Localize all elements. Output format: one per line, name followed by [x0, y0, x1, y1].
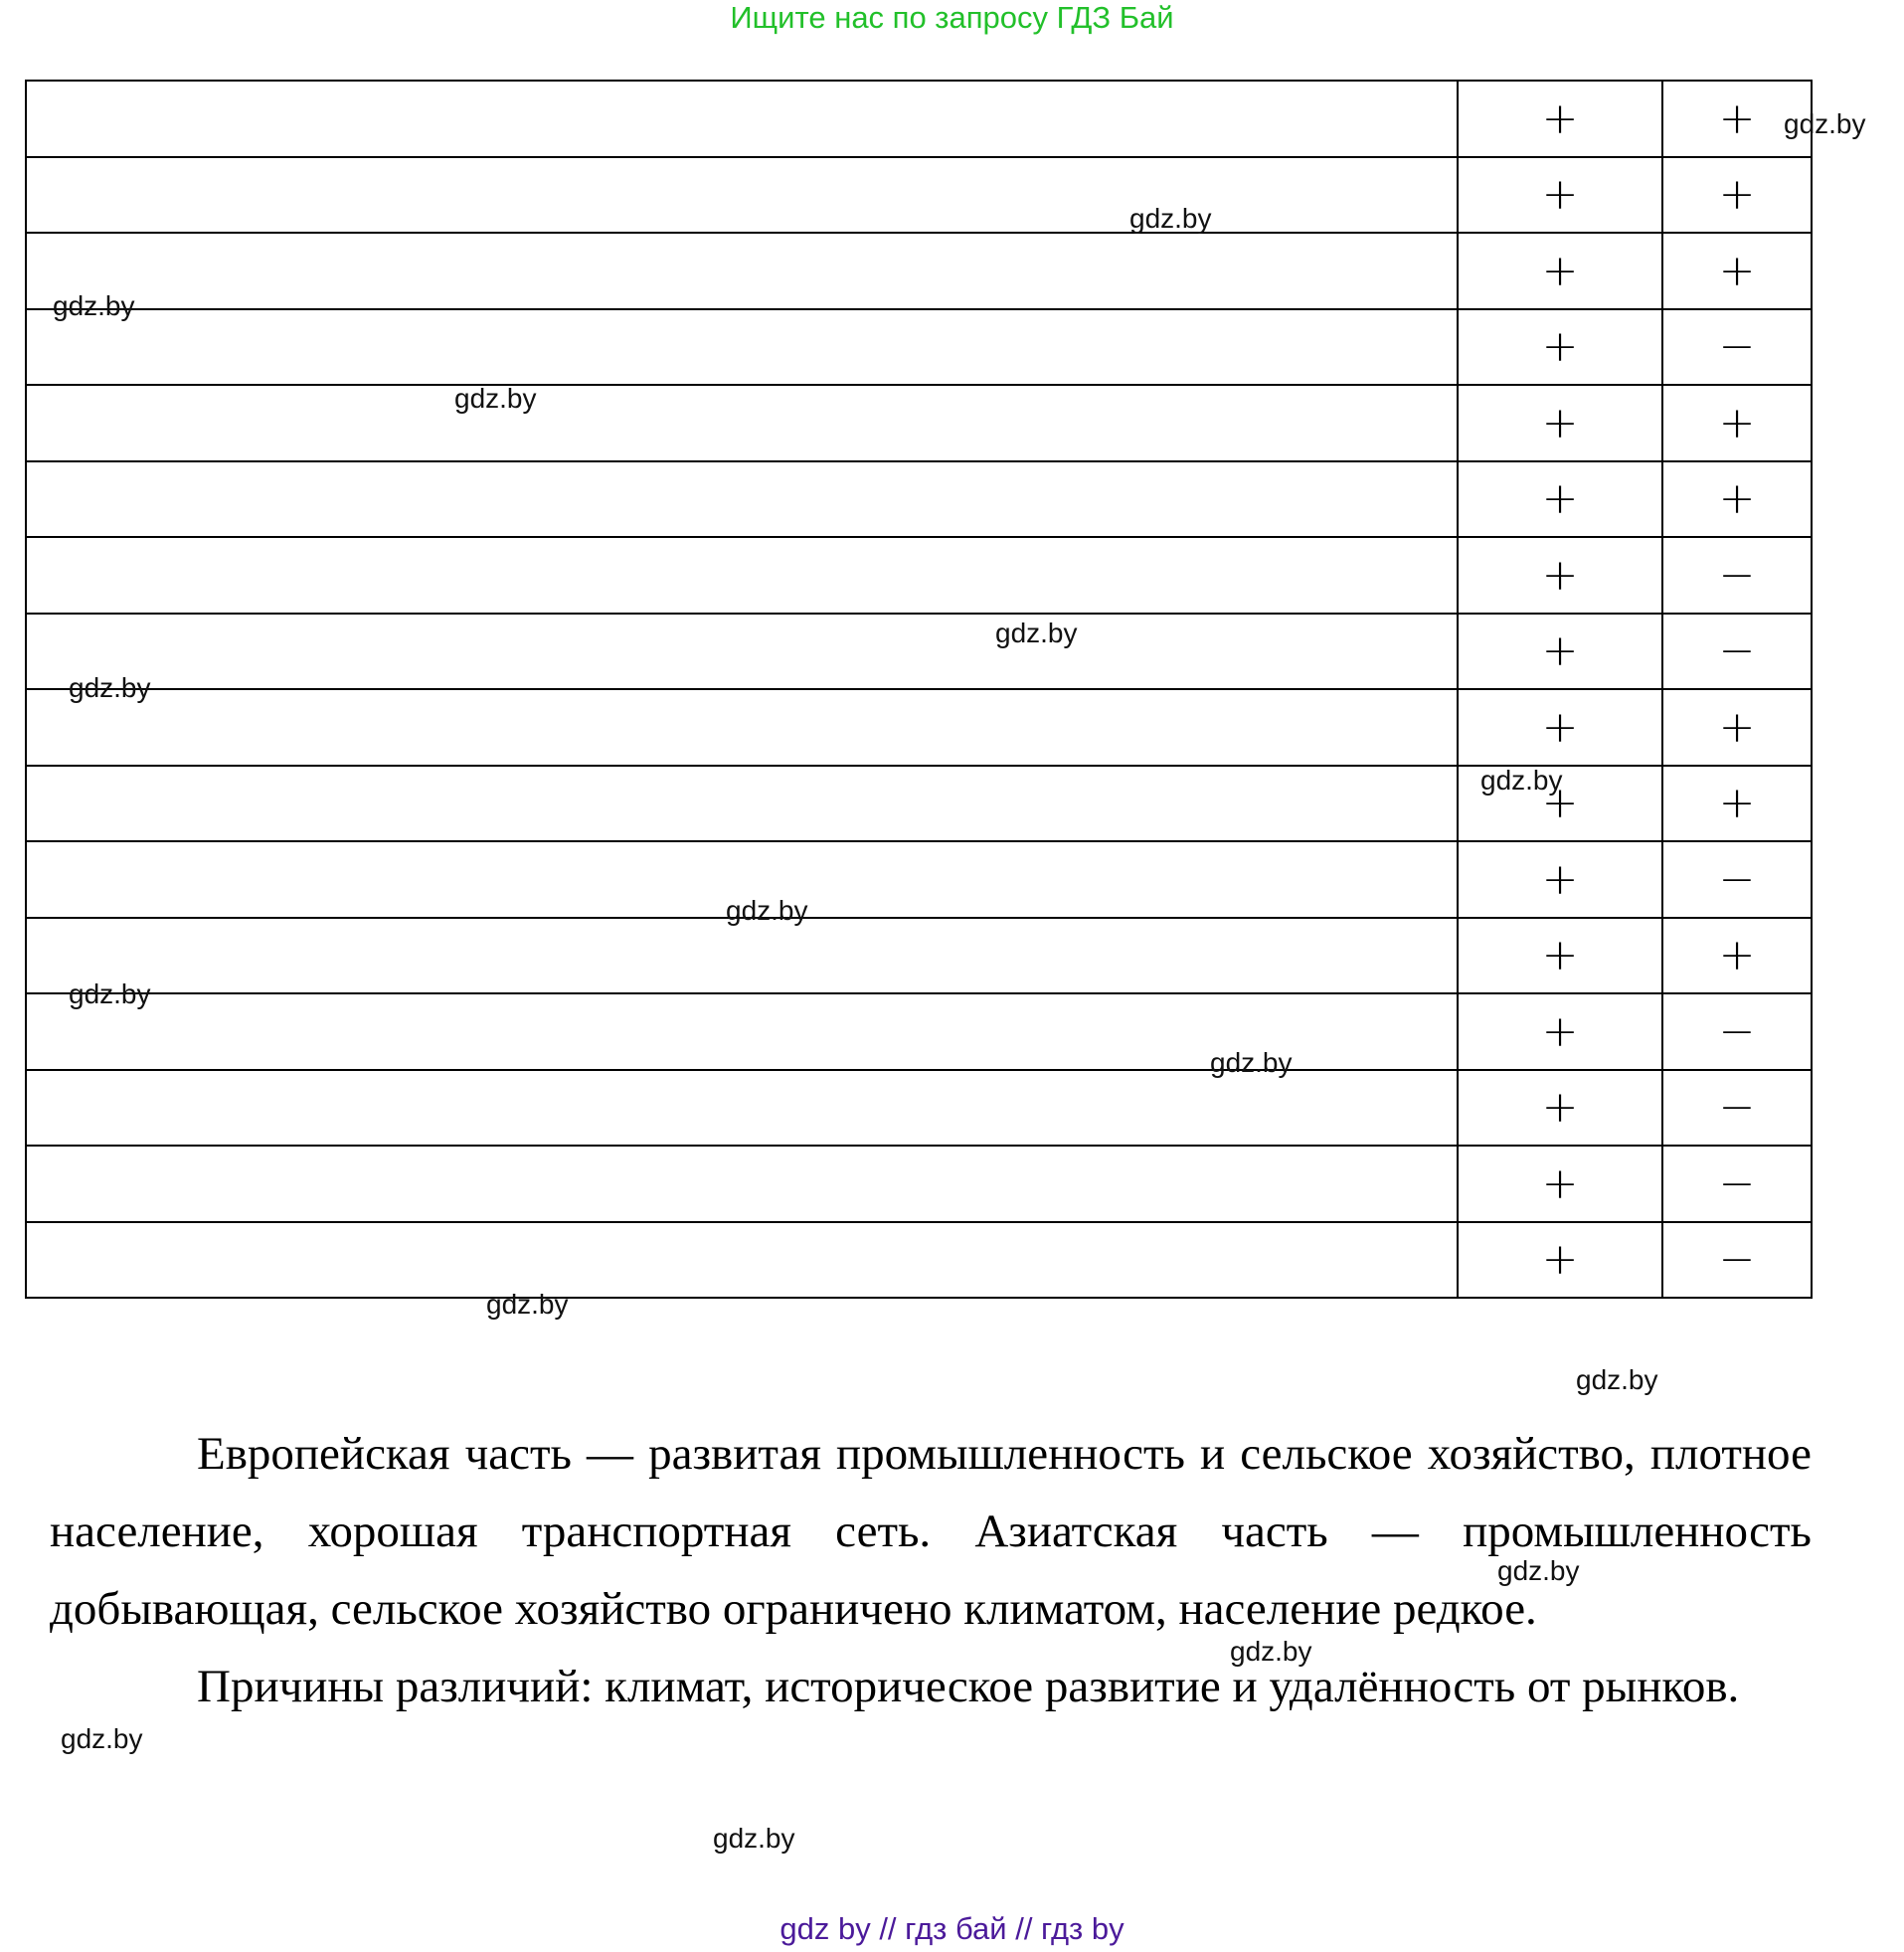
- table-cell: [25, 1145, 1459, 1223]
- watermark: gdz.by: [1497, 1555, 1580, 1586]
- table-cell: [25, 612, 1459, 690]
- mark-cell: +: [1457, 80, 1663, 158]
- watermark: gdz.by: [69, 672, 151, 703]
- mark-cell: +: [1661, 155, 1813, 234]
- mark-cell: +: [1457, 916, 1663, 994]
- table-cell: [25, 916, 1459, 994]
- mark-cell: +: [1661, 384, 1813, 462]
- table-cell: [25, 536, 1459, 615]
- mark-cell: −: [1661, 307, 1813, 386]
- mark-cell: +: [1457, 536, 1663, 615]
- table-cell: [25, 459, 1459, 538]
- table-cell: [25, 155, 1459, 234]
- table-row: + −: [25, 1068, 1813, 1147]
- table-row: + +: [25, 764, 1813, 842]
- mark-cell: −: [1661, 1068, 1813, 1147]
- table-row: + +: [25, 688, 1813, 767]
- mark-cell: +: [1457, 612, 1663, 690]
- table-row: + −: [25, 1145, 1813, 1223]
- search-banner: Ищите нас по запросу ГДЗ Бай: [730, 0, 1174, 35]
- table-row: + +: [25, 384, 1813, 462]
- mark-cell: +: [1661, 688, 1813, 767]
- mark-cell: +: [1457, 1220, 1663, 1299]
- table-row: + +: [25, 80, 1813, 158]
- paragraph: Причины различий: климат, историческое р…: [197, 1661, 1740, 1712]
- mark-cell: +: [1457, 155, 1663, 234]
- watermark: gdz.by: [69, 978, 151, 1009]
- mark-cell: +: [1457, 688, 1663, 767]
- watermark: gdz.by: [1210, 1047, 1293, 1078]
- table-cell: [25, 764, 1459, 842]
- table-cell: [25, 232, 1459, 310]
- mark-cell: +: [1457, 764, 1663, 842]
- mark-cell: +: [1661, 232, 1813, 310]
- watermark: gdz.by: [1129, 203, 1212, 234]
- mark-cell: +: [1457, 840, 1663, 919]
- table-row: + +: [25, 232, 1813, 310]
- table-row: + −: [25, 307, 1813, 386]
- footer-links[interactable]: gdz by // гдз бай // гдз by: [779, 1911, 1125, 1946]
- mark-cell: +: [1457, 384, 1663, 462]
- watermark: gdz.by: [53, 290, 135, 321]
- watermark: gdz.by: [1230, 1636, 1312, 1667]
- answer-text: Европейская часть — развитая промышленно…: [50, 1415, 1812, 1725]
- mark-cell: +: [1457, 1068, 1663, 1147]
- watermark: gdz.by: [726, 895, 808, 926]
- table-row: + −: [25, 840, 1813, 919]
- table-row: + +: [25, 916, 1813, 994]
- table-row: + +: [25, 459, 1813, 538]
- mark-cell: +: [1661, 459, 1813, 538]
- answer-table: + + + + + + + − + + + + + − + − + + + + + − + + + − + − + − + −: [25, 80, 1813, 1299]
- table-cell: [25, 80, 1459, 158]
- mark-cell: +: [1661, 80, 1813, 158]
- mark-cell: −: [1661, 612, 1813, 690]
- watermark: gdz.by: [61, 1723, 143, 1754]
- table-cell: [25, 992, 1459, 1071]
- watermark: gdz.by: [454, 383, 537, 414]
- mark-cell: −: [1661, 840, 1813, 919]
- mark-cell: −: [1661, 536, 1813, 615]
- watermark: gdz.by: [1784, 108, 1866, 139]
- watermark: gdz.by: [1576, 1364, 1658, 1395]
- watermark: gdz.by: [486, 1289, 569, 1320]
- watermark: gdz.by: [713, 1823, 795, 1854]
- mark-cell: +: [1661, 764, 1813, 842]
- watermark: gdz.by: [995, 618, 1078, 648]
- watermark: gdz.by: [1480, 765, 1563, 796]
- mark-cell: +: [1457, 307, 1663, 386]
- table-row: + −: [25, 992, 1813, 1071]
- table-cell: [25, 307, 1459, 386]
- mark-cell: −: [1661, 992, 1813, 1071]
- table-cell: [25, 384, 1459, 462]
- table-cell: [25, 688, 1459, 767]
- mark-cell: +: [1457, 1145, 1663, 1223]
- mark-cell: −: [1661, 1220, 1813, 1299]
- mark-cell: +: [1457, 459, 1663, 538]
- table-row: + −: [25, 1220, 1813, 1299]
- table-row: + +: [25, 155, 1813, 234]
- mark-cell: +: [1457, 232, 1663, 310]
- table-cell: [25, 840, 1459, 919]
- mark-cell: −: [1661, 1145, 1813, 1223]
- table-cell: [25, 1068, 1459, 1147]
- paragraph: Европейская часть — развитая промышленно…: [50, 1428, 1812, 1635]
- table-row: + −: [25, 536, 1813, 615]
- table-cell: [25, 1220, 1459, 1299]
- table-row: + −: [25, 612, 1813, 690]
- mark-cell: +: [1457, 992, 1663, 1071]
- mark-cell: +: [1661, 916, 1813, 994]
